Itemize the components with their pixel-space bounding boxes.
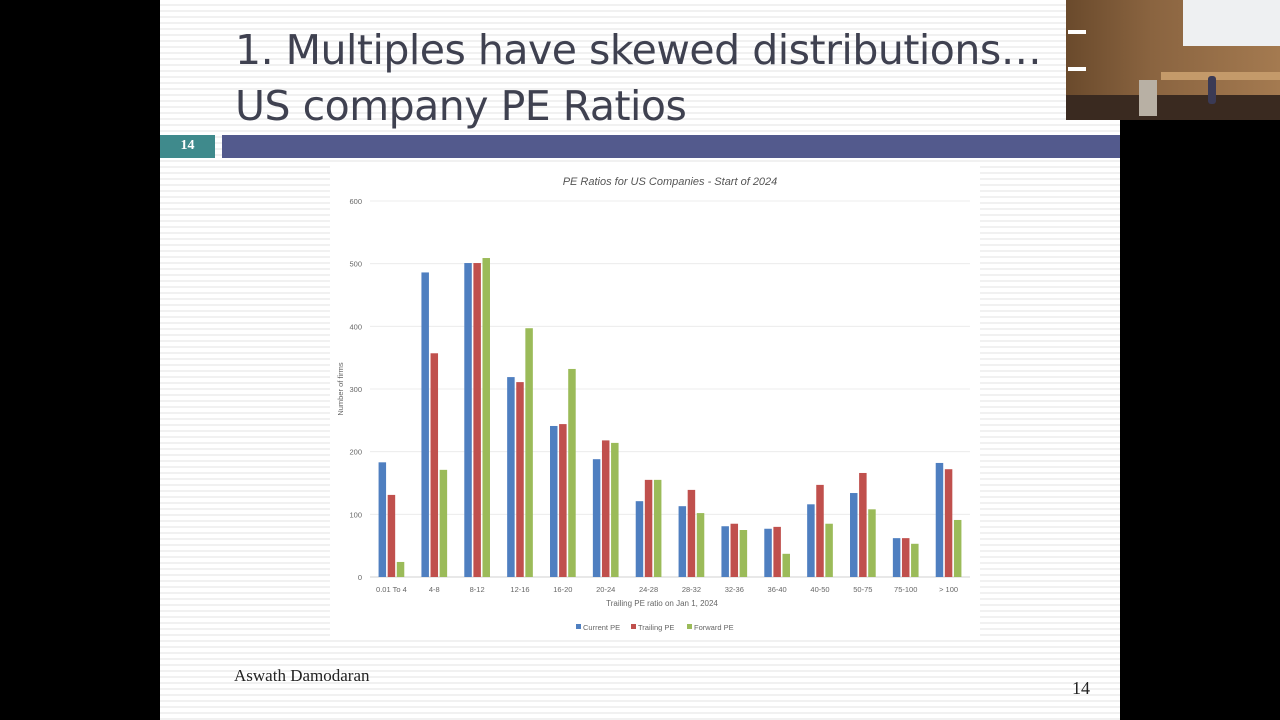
x-tick-label: 75-100 bbox=[894, 585, 917, 594]
legend-swatch bbox=[687, 624, 692, 629]
x-tick-label: 36-40 bbox=[768, 585, 787, 594]
bar-current-pe bbox=[892, 538, 901, 577]
x-tick-label: 0.01 To 4 bbox=[376, 585, 407, 594]
x-tick-label: 16-20 bbox=[553, 585, 572, 594]
chart-title: PE Ratios for US Companies - Start of 20… bbox=[563, 176, 778, 188]
x-tick-label: 50-75 bbox=[853, 585, 872, 594]
bar-forward-pe bbox=[953, 519, 962, 577]
x-tick-label: 40-50 bbox=[810, 585, 829, 594]
y-tick-label: 200 bbox=[349, 448, 362, 457]
bar-forward-pe bbox=[525, 328, 533, 577]
bar-forward-pe bbox=[782, 553, 790, 577]
bar-current-pe bbox=[721, 526, 729, 577]
bar-forward-pe bbox=[396, 561, 405, 577]
header-band bbox=[222, 135, 1120, 158]
chart-container: PE Ratios for US Companies - Start of 20… bbox=[330, 165, 980, 640]
y-axis-label: Number of firms bbox=[336, 362, 345, 416]
bar-current-pe bbox=[464, 263, 472, 577]
bar-current-pe bbox=[807, 504, 815, 577]
bar-trailing-pe bbox=[816, 484, 824, 577]
legend-label: Trailing PE bbox=[638, 623, 674, 632]
bar-current-pe bbox=[678, 506, 687, 577]
bar-trailing-pe bbox=[859, 472, 867, 577]
y-tick-label: 400 bbox=[349, 322, 362, 331]
wall-light bbox=[1068, 67, 1086, 71]
bar-trailing-pe bbox=[944, 469, 953, 577]
bar-trailing-pe bbox=[559, 424, 567, 577]
audience-area bbox=[1066, 95, 1280, 120]
footer-author: Aswath Damodaran bbox=[234, 666, 370, 685]
bar-trailing-pe bbox=[644, 479, 653, 577]
bar-trailing-pe bbox=[601, 440, 610, 577]
y-tick-label: 300 bbox=[349, 385, 362, 394]
bar-forward-pe bbox=[653, 479, 662, 577]
x-tick-label: 28-32 bbox=[682, 585, 701, 594]
legend-swatch bbox=[576, 624, 581, 629]
x-tick-label: > 100 bbox=[939, 585, 958, 594]
bar-current-pe bbox=[378, 462, 387, 577]
bar-forward-pe bbox=[911, 543, 919, 577]
bar-trailing-pe bbox=[387, 494, 396, 577]
bar-forward-pe bbox=[868, 509, 876, 577]
bar-current-pe bbox=[421, 272, 429, 577]
title-line-1: 1. Multiples have skewed distributions… bbox=[235, 26, 1042, 74]
bar-forward-pe bbox=[696, 513, 705, 577]
bar-current-pe bbox=[764, 528, 772, 577]
bar-forward-pe bbox=[568, 368, 576, 577]
x-tick-label: 24-28 bbox=[639, 585, 658, 594]
stage bbox=[1161, 72, 1280, 80]
bar-current-pe bbox=[550, 425, 558, 577]
bar-trailing-pe bbox=[773, 526, 781, 577]
bar-trailing-pe bbox=[516, 382, 524, 577]
x-tick-label: 20-24 bbox=[596, 585, 615, 594]
bar-current-pe bbox=[592, 459, 601, 577]
bar-trailing-pe bbox=[687, 489, 696, 577]
bar-trailing-pe bbox=[430, 353, 439, 577]
x-tick-label: 8-12 bbox=[470, 585, 485, 594]
slide-number-badge: 14 bbox=[160, 135, 215, 158]
slide-title: 1. Multiples have skewed distributions… … bbox=[235, 22, 1042, 134]
bar-forward-pe bbox=[439, 469, 448, 577]
projector-screen bbox=[1183, 0, 1280, 46]
bar-forward-pe bbox=[825, 523, 833, 577]
y-tick-label: 0 bbox=[358, 573, 362, 582]
bar-trailing-pe bbox=[473, 263, 481, 577]
bar-forward-pe bbox=[739, 530, 748, 577]
speaker bbox=[1208, 76, 1216, 104]
bar-forward-pe bbox=[611, 442, 619, 577]
y-tick-label: 100 bbox=[349, 510, 362, 519]
bar-current-pe bbox=[507, 377, 515, 577]
podium bbox=[1139, 80, 1157, 116]
wall-light bbox=[1068, 30, 1086, 34]
title-line-2: US company PE Ratios bbox=[235, 82, 687, 130]
x-tick-label: 12-16 bbox=[510, 585, 529, 594]
bar-trailing-pe bbox=[901, 538, 910, 577]
x-tick-label: 4-8 bbox=[429, 585, 440, 594]
bar-forward-pe bbox=[482, 258, 490, 577]
slide: 1. Multiples have skewed distributions… … bbox=[160, 0, 1120, 720]
pe-ratio-chart: PE Ratios for US Companies - Start of 20… bbox=[336, 176, 970, 632]
x-tick-label: 32-36 bbox=[725, 585, 744, 594]
webcam-inset bbox=[1066, 0, 1280, 120]
legend-label: Forward PE bbox=[694, 623, 734, 632]
bar-current-pe bbox=[850, 493, 858, 577]
bar-current-pe bbox=[635, 501, 644, 577]
x-axis-label: Trailing PE ratio on Jan 1, 2024 bbox=[606, 599, 718, 608]
y-tick-label: 500 bbox=[349, 260, 362, 269]
legend-swatch bbox=[631, 624, 636, 629]
legend-label: Current PE bbox=[583, 623, 620, 632]
bar-trailing-pe bbox=[730, 523, 739, 577]
bar-current-pe bbox=[935, 462, 944, 577]
y-tick-label: 600 bbox=[349, 197, 362, 206]
page-number: 14 bbox=[1072, 678, 1090, 698]
